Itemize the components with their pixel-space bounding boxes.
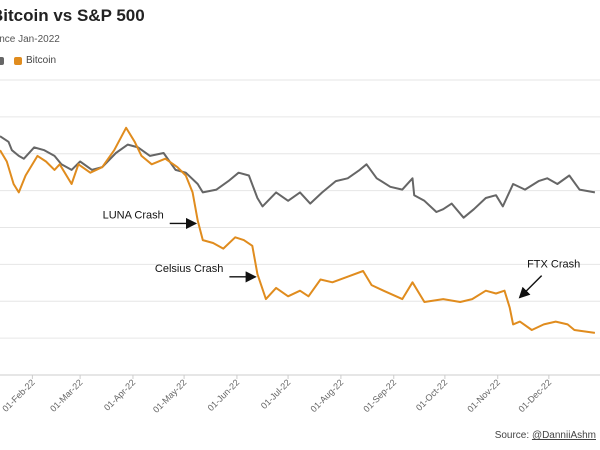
- legend-swatch-sp500: [0, 56, 4, 65]
- x-tick-label: 01-Sep-22: [361, 377, 398, 414]
- x-tick-label: 01-Jul-22: [259, 377, 293, 411]
- annotation-label-ftx-crash: FTX Crash: [527, 259, 580, 271]
- annotations: LUNA Crash Celsius Crash FTX Crash: [103, 209, 580, 299]
- annotation-label-luna-crash: LUNA Crash: [103, 209, 164, 221]
- source-credit: Source: @DanniiAshm: [495, 430, 596, 441]
- chart-subtitle: since Jan-2022: [0, 34, 60, 45]
- grid-lines: [0, 79, 600, 376]
- x-tick-label: 01-Feb-22: [0, 377, 36, 413]
- x-tick-label: 01-Apr-22: [102, 377, 137, 412]
- source-prefix: Source:: [494, 430, 530, 441]
- series-lines: [0, 126, 596, 334]
- x-tick-label: 01-Jun-22: [206, 377, 242, 413]
- x-tick-label: 01-Oct-22: [414, 377, 449, 412]
- x-tick-label: 01-Mar-22: [48, 377, 84, 413]
- legend-item-bitcoin: Bitcoin: [14, 55, 56, 66]
- series-line-sp500: [0, 135, 596, 219]
- series-line-bitcoin: [0, 126, 596, 334]
- source-link[interactable]: @DanniiAshm: [531, 430, 596, 441]
- x-tick-label: 01-Aug-22: [309, 377, 346, 414]
- annotation-arrow-ftx-crash: [518, 275, 543, 299]
- annotation-label-celsius-crash: Celsius Crash: [155, 263, 223, 275]
- x-axis-ticks: 01-Feb-22 01-Mar-22 01-Apr-22 01-May-22 01-J…: [0, 375, 553, 415]
- x-tick-label: 01-Dec-22: [516, 377, 553, 414]
- legend-label-bitcoin: Bitcoin: [26, 55, 57, 66]
- chart-legend: Bitcoin: [0, 55, 62, 66]
- legend-item-sp500: [0, 56, 8, 65]
- legend-swatch-bitcoin: [14, 56, 22, 65]
- chart-title: Bitcoin vs S&P 500: [0, 6, 145, 25]
- x-tick-label: 01-Nov-22: [465, 377, 502, 414]
- x-tick-label: 01-May-22: [151, 377, 188, 414]
